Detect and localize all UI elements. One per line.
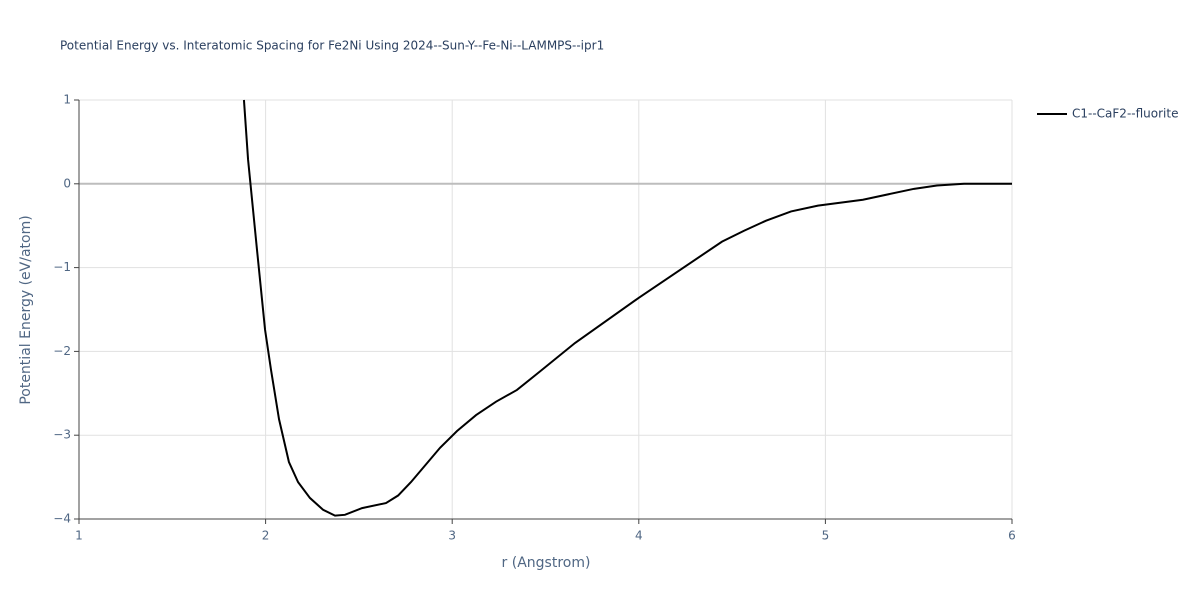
series-line [242, 99, 1012, 517]
x-tick-label: 4 [635, 529, 643, 543]
x-tick-label: 1 [75, 529, 83, 543]
legend-label: C1--CaF2--fluorite [1072, 107, 1178, 121]
y-tick-label: −4 [53, 512, 71, 526]
x-tick-label: 2 [262, 529, 270, 543]
x-axis-title: r (Angstrom) [502, 555, 591, 571]
x-tick-label: 5 [822, 529, 830, 543]
y-axis-title: Potential Energy (eV/atom) [18, 215, 34, 404]
y-tick-label: −2 [53, 344, 71, 358]
y-tick-label: 1 [63, 93, 71, 107]
x-tick-label: 6 [1008, 529, 1016, 543]
y-tick-label: −1 [53, 260, 71, 274]
x-tick-label: 3 [448, 529, 456, 543]
chart-title: Potential Energy vs. Interatomic Spacing… [60, 39, 604, 53]
y-tick-label: 0 [63, 176, 71, 190]
y-tick-label: −3 [53, 428, 71, 442]
